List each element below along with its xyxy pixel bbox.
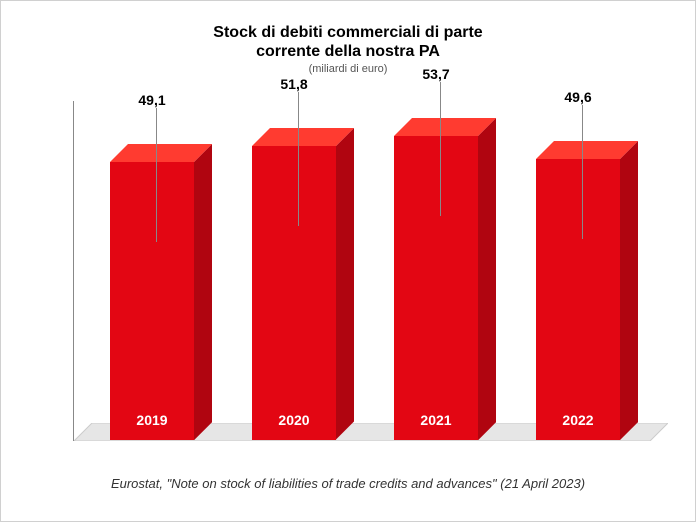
bar-top [252,128,336,146]
chart-title-line1: Stock di debiti commerciali di parte [1,23,695,42]
bar-leader-line [582,105,583,239]
chart-subtitle: (miliardi di euro) [1,63,695,75]
bar-leader-line [156,108,157,242]
bar-value-label: 51,8 [252,76,336,92]
bar-2019: 201949,1 [110,162,194,440]
bar-value-label: 53,7 [394,66,478,82]
bar-year-label: 2021 [394,412,478,428]
bar-2022: 202249,6 [536,159,620,440]
bar-front [394,136,478,440]
bar-2021: 202153,7 [394,136,478,440]
bar-value-label: 49,1 [110,92,194,108]
chart-source: Eurostat, "Note on stock of liabilities … [1,476,695,491]
chart-title-block: Stock di debiti commerciali di parte cor… [1,1,695,75]
bar-year-label: 2022 [536,412,620,428]
bar-front [536,159,620,440]
bar-2020: 202051,8 [252,146,336,440]
bar-value-label: 49,6 [536,89,620,105]
bar-leader-line [440,82,441,216]
bar-front [110,162,194,440]
bar-top [536,141,620,159]
chart-title-line2: corrente della nostra PA [1,42,695,61]
bar-year-label: 2019 [110,412,194,428]
chart-plot-area: 201949,1 202051,8 202153,7 202249,6 [73,101,649,441]
bar-top [110,144,194,162]
bar-leader-line [298,92,299,226]
bar-front [252,146,336,440]
bar-top [394,118,478,136]
bar-year-label: 2020 [252,412,336,428]
